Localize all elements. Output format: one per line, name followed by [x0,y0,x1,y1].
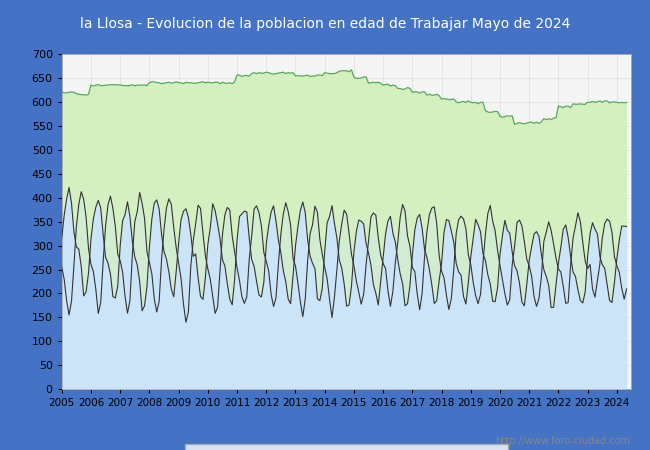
Legend: Ocupados, Parados, Hab. entre 16-64: Ocupados, Parados, Hab. entre 16-64 [185,444,508,450]
Text: http://www.foro-ciudad.com: http://www.foro-ciudad.com [495,436,630,446]
Text: la Llosa - Evolucion de la poblacion en edad de Trabajar Mayo de 2024: la Llosa - Evolucion de la poblacion en … [80,17,570,31]
